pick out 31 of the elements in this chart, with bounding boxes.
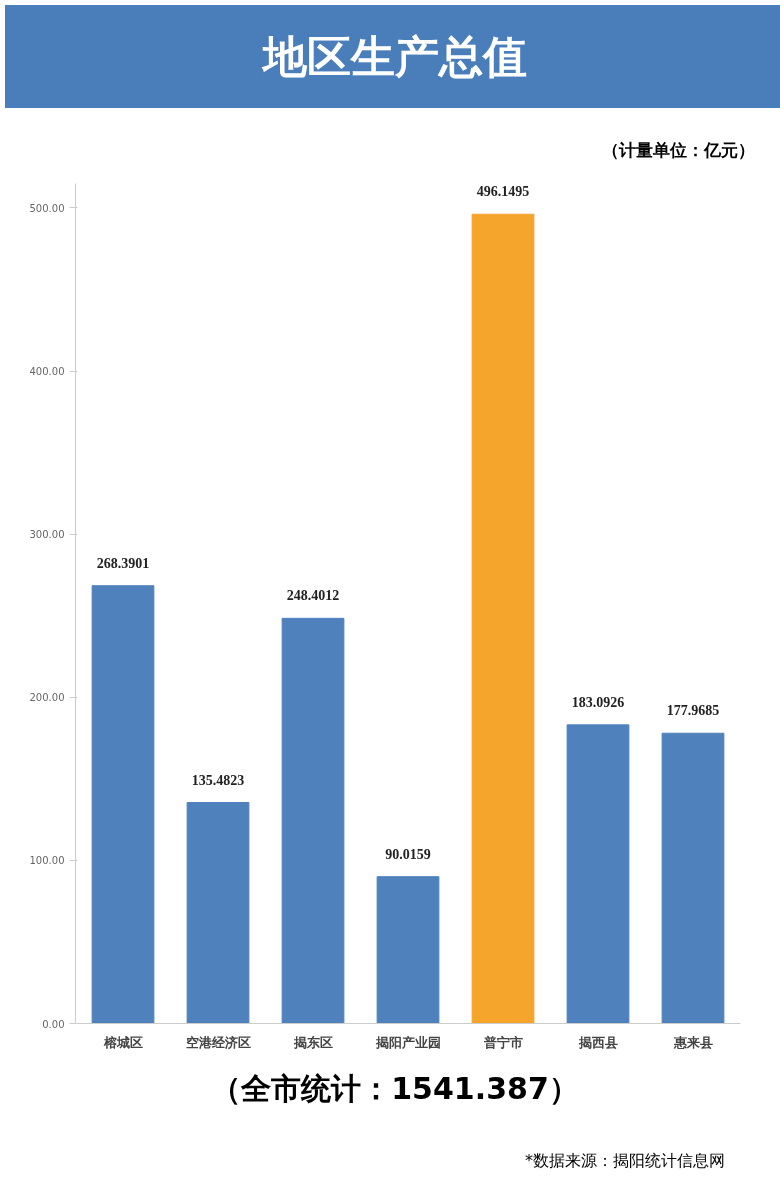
bar	[91, 585, 155, 1024]
y-tick-label: 200.00	[29, 692, 65, 704]
bar	[186, 802, 250, 1024]
data-label: 177.9685	[666, 703, 720, 719]
x-tick-label: 空港经济区	[185, 1034, 251, 1050]
bar	[661, 732, 725, 1024]
bar	[471, 213, 535, 1024]
y-tick-label: 400.00	[29, 366, 65, 378]
x-tick-label: 揭东区	[292, 1034, 333, 1050]
data-label: 268.3901	[96, 555, 150, 571]
y-tick-label: 300.00	[29, 529, 65, 541]
x-tick-label: 惠来县	[672, 1034, 713, 1050]
x-tick-label: 揭阳产业园	[374, 1034, 441, 1050]
bar	[376, 876, 440, 1024]
y-tick-label: 0.00	[42, 1018, 65, 1030]
data-label: 248.4012	[286, 588, 340, 604]
text: （计量单位：亿元）	[602, 139, 755, 162]
y-tick-label: 500.00	[29, 202, 65, 214]
x-tick-label: 榕城区	[102, 1034, 143, 1050]
bar	[281, 617, 345, 1024]
chart-title: 地区生产总值	[263, 30, 527, 84]
text: *数据来源：揭阳统计信息网	[525, 1150, 725, 1172]
data-label: 135.4823	[191, 772, 245, 788]
bar	[566, 724, 630, 1024]
data-label: 90.0159	[385, 846, 431, 862]
y-tick-label: 100.00	[29, 855, 65, 867]
data-label: 183.0926	[571, 694, 625, 710]
x-tick-label: 普宁市	[482, 1034, 523, 1050]
x-tick-label: 揭西县	[577, 1034, 618, 1050]
text: （全市统计：1541.387）	[211, 1070, 579, 1108]
data-label: 496.1495	[476, 184, 530, 200]
